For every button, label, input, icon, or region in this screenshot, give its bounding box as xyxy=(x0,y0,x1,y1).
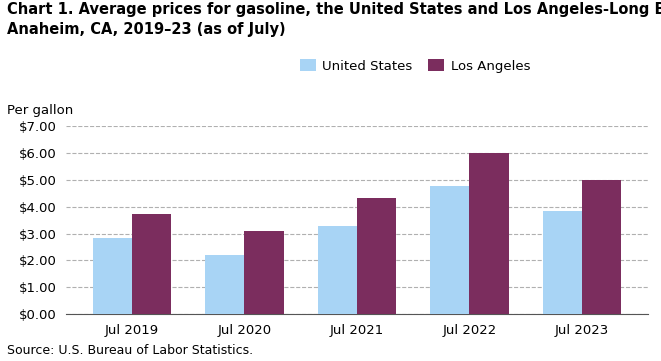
Bar xyxy=(582,180,621,314)
Bar xyxy=(132,213,171,314)
Text: Source: U.S. Bureau of Labor Statistics.: Source: U.S. Bureau of Labor Statistics. xyxy=(7,344,253,357)
Bar xyxy=(205,255,245,314)
Bar xyxy=(430,186,469,314)
Bar xyxy=(543,211,582,314)
Text: Per gallon: Per gallon xyxy=(7,104,73,117)
Bar xyxy=(357,198,397,314)
Bar xyxy=(93,238,132,314)
Legend: United States, Los Angeles: United States, Los Angeles xyxy=(295,54,535,78)
Bar xyxy=(317,226,357,314)
Bar xyxy=(245,231,284,314)
Text: Chart 1. Average prices for gasoline, the United States and Los Angeles-Long Bea: Chart 1. Average prices for gasoline, th… xyxy=(7,2,661,17)
Text: Anaheim, CA, 2019–23 (as of July): Anaheim, CA, 2019–23 (as of July) xyxy=(7,22,286,37)
Bar xyxy=(469,153,509,314)
